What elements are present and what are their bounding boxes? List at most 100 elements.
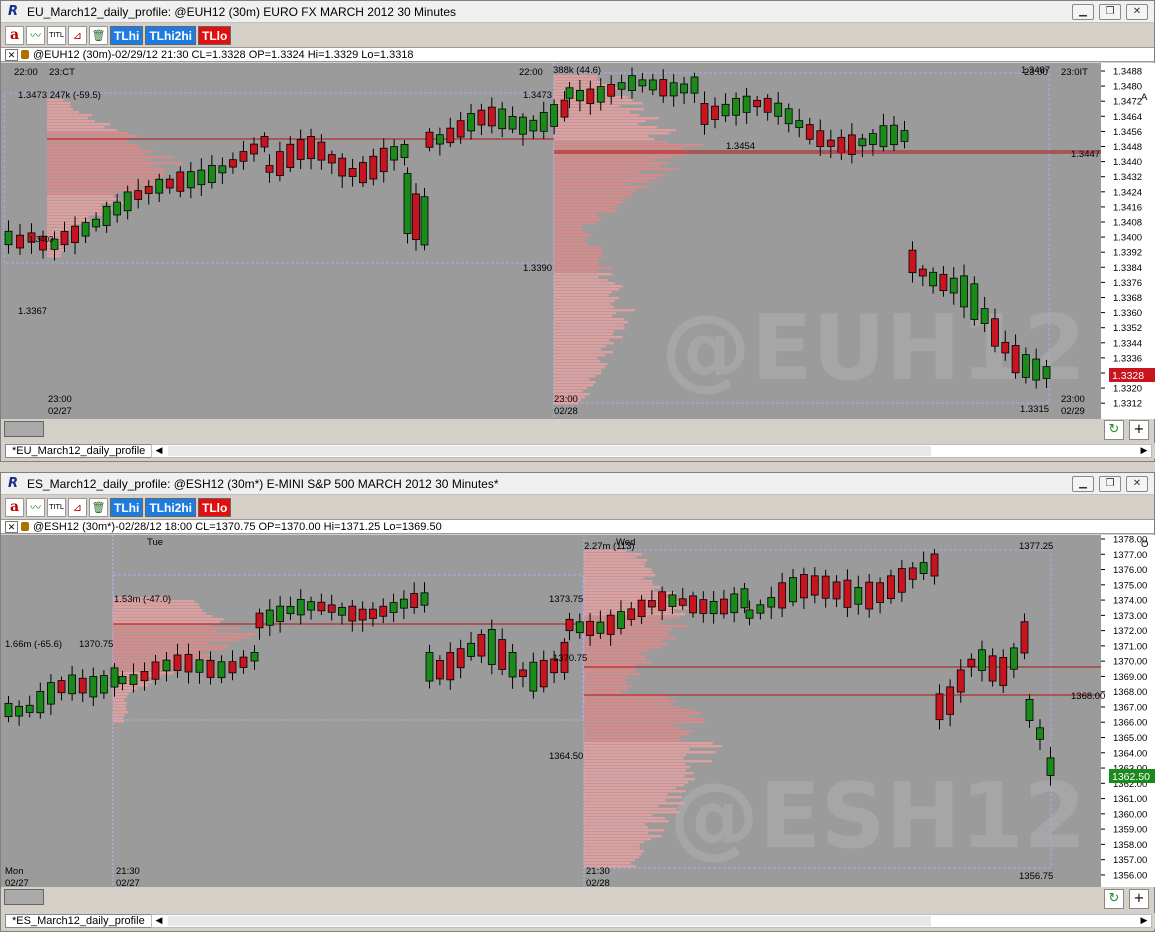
bottom-titlebar[interactable]: R ES_March12_daily_profile: @ESH12 (30m*… — [1, 473, 1154, 495]
volume-profile-bar — [554, 216, 600, 219]
candle-down — [165, 178, 174, 189]
volume-profile-bar — [47, 231, 64, 234]
bottom-price-chart[interactable]: @ESH12 1378.00 1377.00 1376.00 1375.00 1374.0… — [1, 535, 1155, 887]
volume-profile-bar — [554, 159, 653, 162]
volume-profile-bar — [554, 102, 643, 105]
candle-up — [81, 222, 90, 237]
tllo-button[interactable]: TLlo — [198, 497, 232, 517]
volume-profile-bar — [554, 297, 619, 300]
volume-profile-bar — [584, 550, 627, 553]
scroll-thumb[interactable] — [168, 446, 931, 456]
volume-profile-bar — [113, 720, 125, 723]
scroll-thumb[interactable] — [168, 916, 931, 926]
chart-style-icon[interactable]: 〰 — [26, 497, 45, 517]
minimize-button[interactable]: ▁ — [1072, 476, 1094, 492]
price-tick-label: 1.3448 — [1113, 142, 1142, 153]
volume-profile-bar — [584, 604, 686, 607]
candle-up — [960, 275, 968, 308]
price-tick-label: 1.3488 — [1113, 67, 1142, 78]
price-tick-label: 1.3384 — [1113, 263, 1142, 274]
volume-profile-bar — [554, 330, 614, 333]
tlhi2hi-button[interactable]: TLhi2hi — [145, 25, 196, 45]
candle-up — [730, 593, 739, 614]
volume-profile-bar — [554, 246, 602, 249]
chart-style-icon[interactable]: 〰 — [26, 25, 45, 45]
volume-profile-bar — [554, 87, 621, 90]
candle-down — [816, 130, 825, 147]
bottom-horizontal-scrollbar[interactable]: ◀ ▶ — [151, 914, 1152, 928]
candle-down — [1001, 341, 1010, 354]
volume-profile-bar — [554, 114, 640, 117]
trash-icon[interactable]: 🗑 — [89, 25, 108, 45]
candle-up — [767, 597, 776, 608]
candle-up — [617, 82, 626, 90]
volume-profile-bar — [584, 703, 671, 706]
bottom-window-title: ES_March12_daily_profile: @ESH12 (30m*) … — [27, 476, 499, 491]
volume-profile-bar — [584, 709, 695, 712]
top-price-chart[interactable]: @EUH12 1.3488 1.3480 1.3472 1.3464 1.3456 1.34… — [1, 63, 1155, 419]
refresh-icon[interactable]: ↻ — [1104, 889, 1124, 909]
scroll-left-icon[interactable]: ◀ — [155, 446, 163, 456]
last-price-label: 1.3328 — [1112, 370, 1144, 382]
volume-profile-bar — [554, 294, 609, 297]
volume-profile-bar — [113, 606, 200, 609]
volume-profile-bar — [113, 654, 211, 657]
price-tick-label: 1364.00 — [1113, 748, 1147, 759]
volume-profile-bar — [584, 574, 656, 577]
zoom-in-icon[interactable]: + — [1129, 889, 1149, 909]
scroll-left-icon[interactable]: ◀ — [155, 916, 163, 926]
candle-up — [756, 604, 765, 614]
bottom-chart-area[interactable]: @ESH12 1378.00 1377.00 1376.00 1375.00 1374.0… — [1, 535, 1155, 887]
volume-profile-bar — [47, 153, 145, 156]
candle-up — [155, 178, 164, 194]
candle-up — [978, 649, 986, 671]
volume-profile-bar — [47, 204, 102, 207]
refresh-icon[interactable]: ↻ — [1104, 420, 1124, 440]
chart-annotation: 1.3487 — [1021, 65, 1050, 76]
tlhi-button[interactable]: TLhi — [110, 25, 144, 45]
candle-down — [358, 608, 367, 621]
bottom-scale-box[interactable] — [4, 889, 44, 905]
indicator-icon[interactable]: TITL — [47, 497, 66, 517]
bottom-workspace-tab[interactable]: *ES_March12_daily_profile — [5, 914, 152, 928]
tlhi-button[interactable]: TLhi — [110, 497, 144, 517]
close-button[interactable]: ✕ — [1126, 4, 1148, 20]
zoom-in-icon[interactable]: + — [1129, 420, 1149, 440]
indicator-icon[interactable]: TITL — [47, 25, 66, 45]
candle-up — [250, 652, 259, 662]
scroll-right-icon[interactable]: ▶ — [1140, 446, 1148, 456]
top-horizontal-scrollbar[interactable]: ◀ ▶ — [151, 444, 1152, 458]
maximize-button[interactable]: ❐ — [1099, 476, 1121, 492]
volume-profile-bar — [113, 618, 224, 621]
candle-up — [92, 218, 100, 228]
analysis-icon[interactable]: a — [5, 25, 24, 45]
close-data-series-icon[interactable]: ✕ — [5, 48, 18, 61]
candle-down — [778, 582, 787, 609]
maximize-button[interactable]: ❐ — [1099, 4, 1121, 20]
volume-profile-bar — [554, 144, 703, 147]
close-data-series-icon[interactable]: ✕ — [5, 520, 18, 533]
close-button[interactable]: ✕ — [1126, 476, 1148, 492]
volume-profile-bar — [554, 288, 620, 291]
price-tick-label: 1369.00 — [1113, 672, 1147, 683]
top-chart-area[interactable]: @EUH12 1.3488 1.3480 1.3472 1.3464 1.3456 1.34… — [1, 63, 1155, 419]
volume-profile-bar — [554, 351, 613, 354]
volume-profile-bar — [584, 670, 635, 673]
candle-up — [1025, 698, 1034, 722]
top-titlebar[interactable]: R EU_March12_daily_profile: @EUH12 (30m)… — [1, 1, 1154, 23]
scroll-right-icon[interactable]: ▶ — [1140, 916, 1148, 926]
drawing-tools-icon[interactable]: ⊿ — [68, 497, 87, 517]
drawing-tools-icon[interactable]: ⊿ — [68, 25, 87, 45]
candle-down — [956, 669, 965, 693]
analysis-icon[interactable]: a — [5, 497, 24, 517]
tllo-button[interactable]: TLlo — [198, 25, 232, 45]
top-scale-box[interactable] — [4, 421, 44, 437]
minimize-button[interactable]: ▁ — [1072, 4, 1094, 20]
tlhi2hi-button[interactable]: TLhi2hi — [145, 497, 196, 517]
volume-profile-bar — [584, 628, 672, 631]
candle-down — [379, 147, 388, 173]
top-workspace-tab[interactable]: *EU_March12_daily_profile — [5, 444, 153, 458]
volume-profile-bar — [47, 165, 153, 168]
candle-down — [317, 141, 326, 161]
trash-icon[interactable]: 🗑 — [89, 497, 108, 517]
